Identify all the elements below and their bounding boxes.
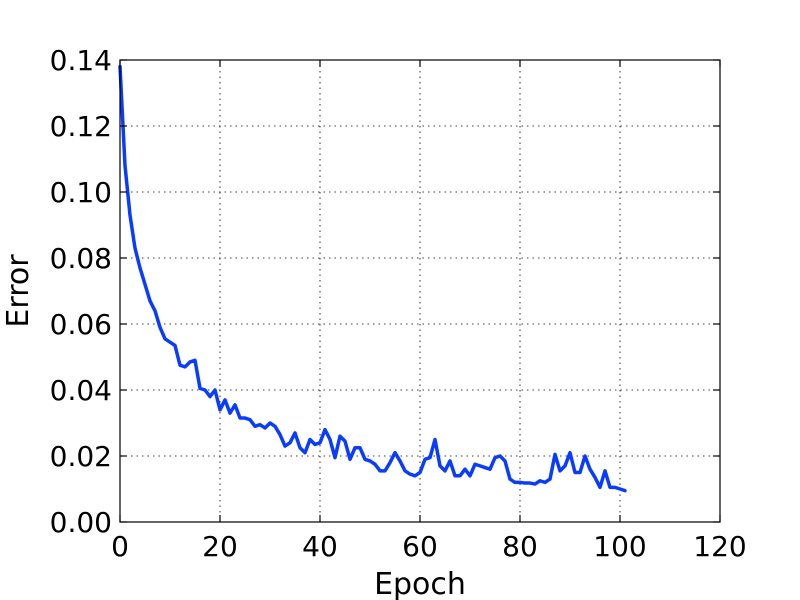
x-axis-label: Epoch <box>374 567 466 600</box>
x-tick-labels: 0 20 40 60 80 100 120 <box>111 530 747 563</box>
y-tick-label: 0.08 <box>50 242 112 275</box>
y-tick-label: 0.14 <box>50 44 112 77</box>
series-line <box>118 64 627 493</box>
y-axis-label: Error <box>1 254 36 328</box>
x-tick-label: 0 <box>111 530 129 563</box>
y-tick-label: 0.04 <box>50 374 112 407</box>
y-tick-label: 0.02 <box>50 440 112 473</box>
x-tick-label: 20 <box>202 530 238 563</box>
y-tick-labels: 0.00 0.02 0.04 0.06 0.08 0.10 0.12 0.14 <box>50 44 112 539</box>
grid <box>120 60 720 522</box>
x-tick-label: 40 <box>302 530 338 563</box>
ticks <box>119 59 721 523</box>
x-tick-label: 100 <box>593 530 646 563</box>
x-tick-label: 60 <box>402 530 438 563</box>
series-layer <box>118 64 627 493</box>
y-tick-label: 0.12 <box>50 110 112 143</box>
x-tick-label: 120 <box>693 530 746 563</box>
x-tick-label: 80 <box>502 530 538 563</box>
y-tick-label: 0.10 <box>50 176 112 209</box>
y-tick-label: 0.06 <box>50 308 112 341</box>
y-tick-label: 0.00 <box>50 506 112 539</box>
